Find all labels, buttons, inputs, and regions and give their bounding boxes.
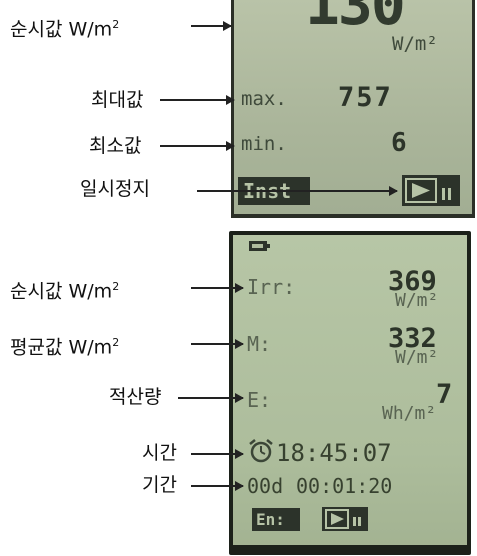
irr-unit: W/m²	[395, 290, 439, 311]
annotation-min: 최소값	[89, 135, 142, 157]
annotation-duration: 기간	[142, 474, 177, 496]
arrow-pause	[197, 186, 398, 196]
arrow-average	[191, 339, 244, 349]
play-pause-softkey-bottom[interactable]	[322, 507, 368, 531]
annotation-time: 시간	[142, 442, 177, 464]
annotation-pause: 일시정지	[80, 178, 150, 200]
arrow-instant-top	[191, 21, 232, 31]
mean-value: 332	[388, 323, 437, 354]
energy-value: 7	[436, 379, 453, 410]
arrow-instant-bottom	[191, 283, 244, 293]
annotation-instant-bottom: 순시값 W/m2	[10, 280, 120, 303]
instant-value-big: 130	[305, 0, 406, 38]
alarm-clock-icon	[249, 439, 273, 463]
arrow-min	[160, 141, 235, 151]
arrow-duration	[191, 481, 244, 491]
mean-label: M:	[247, 332, 272, 356]
annotation-instant-top: 순시값 W/m2	[10, 18, 120, 41]
energy-unit: Wh/m²	[382, 403, 437, 424]
arrow-integrated	[178, 393, 244, 403]
instant-unit: W/m²	[392, 33, 438, 55]
annotation-integrated: 적산량	[109, 386, 162, 408]
arrow-max	[160, 95, 235, 105]
duration-time: 00:01:20	[296, 474, 393, 498]
clock-time: 18:45:07	[276, 439, 392, 467]
mean-unit: W/m²	[395, 347, 439, 368]
irr-value: 369	[388, 266, 437, 297]
max-label: max.	[241, 88, 287, 110]
duration-prefix: 00d	[247, 474, 284, 498]
irr-label: Irr:	[247, 275, 296, 299]
energy-softkey[interactable]: En:	[252, 508, 300, 531]
min-label: min.	[241, 133, 287, 155]
annotation-average: 평균값 W/m2	[10, 336, 120, 359]
min-value: 6	[391, 128, 407, 158]
play-pause-softkey-top[interactable]	[402, 175, 460, 206]
lcd-screen-bottom	[229, 231, 471, 555]
play-pause-icon	[405, 178, 451, 203]
max-value: 757	[338, 82, 393, 113]
arrow-time	[191, 449, 244, 459]
annotation-max: 최대값	[91, 89, 144, 111]
play-pause-icon	[325, 509, 361, 529]
battery-icon	[249, 241, 270, 251]
energy-label: E:	[247, 388, 272, 412]
